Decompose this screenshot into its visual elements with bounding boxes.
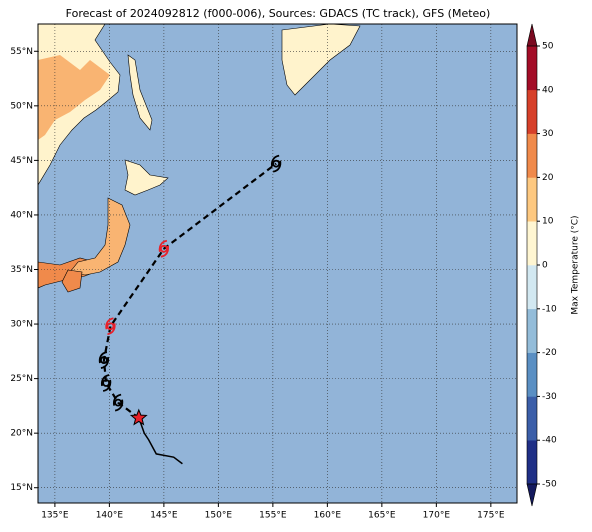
- colorbar-segment: [527, 221, 537, 266]
- colorbar-segment: [527, 308, 537, 353]
- honshu: [69, 197, 131, 276]
- colorbar-tick-label: -50: [542, 480, 557, 490]
- y-tick-label: 20°N: [10, 429, 33, 439]
- past-track: [138, 417, 183, 465]
- colorbar-tick-label: 10: [542, 217, 554, 227]
- warm-region: [38, 55, 110, 140]
- colorbar-segment: [527, 265, 537, 310]
- storm-symbol: [158, 239, 170, 258]
- colorbar-tick-label: -10: [542, 304, 557, 314]
- x-tick-label: 160°E: [314, 511, 342, 521]
- x-tick-label: 175°E: [477, 511, 505, 521]
- colorbar-segment: [527, 440, 537, 485]
- colorbar-tick-label: 40: [542, 85, 554, 95]
- y-tick-label: 40°N: [10, 210, 33, 220]
- x-tick-label: 165°E: [368, 511, 396, 521]
- y-tick-label: 35°N: [10, 265, 33, 275]
- colorbar-tick-label: -40: [542, 436, 557, 446]
- y-tick-label: 50°N: [10, 101, 33, 111]
- storm-symbol: [271, 154, 282, 173]
- colorbar-segment: [527, 89, 537, 134]
- x-tick-label: 150°E: [205, 511, 233, 521]
- y-tick-label: 45°N: [10, 156, 33, 166]
- kamchatka: [281, 24, 361, 96]
- ocean: [38, 24, 517, 503]
- map-frame: [37, 23, 518, 504]
- y-tick-label: 15°N: [10, 483, 33, 493]
- colorbar-segment: [527, 396, 537, 441]
- colorbar-segment: [527, 133, 537, 178]
- storm-symbol: [112, 393, 124, 412]
- hokkaido: [124, 159, 169, 196]
- x-tick-label: 135°E: [41, 511, 69, 521]
- colorbar-tick-label: 0: [542, 261, 548, 271]
- forecast-track: [102, 162, 277, 419]
- chart-title: Forecast of 2024092812 (f000-006), Sourc…: [66, 7, 491, 20]
- colorbar-label: Max Temperature (°C): [571, 215, 581, 314]
- colorbar-tick-label: 20: [542, 173, 554, 183]
- y-tick-label: 55°N: [10, 47, 33, 57]
- colorbar-segment: [527, 46, 537, 91]
- colorbar-tick-label: -30: [542, 392, 557, 402]
- x-tick-label: 155°E: [259, 511, 287, 521]
- storm-symbol: [105, 317, 116, 336]
- kyushu: [61, 269, 83, 293]
- y-tick-label: 25°N: [10, 374, 33, 384]
- colorbar-under: [526, 483, 538, 507]
- x-tick-label: 140°E: [96, 511, 124, 521]
- y-tick-label: 30°N: [10, 320, 33, 330]
- x-tick-label: 170°E: [423, 511, 451, 521]
- colorbar-tick-label: -20: [542, 348, 557, 358]
- colorbar-over: [526, 23, 538, 47]
- current-position: [129, 408, 148, 426]
- x-tick-label: 145°E: [150, 511, 178, 521]
- colorbar-tick-label: 30: [542, 129, 554, 139]
- storm-symbol: [100, 374, 112, 392]
- sakhalin: [127, 54, 153, 131]
- colorbar-segment: [527, 177, 537, 222]
- land: [38, 24, 361, 293]
- colorbar-tick-label: 50: [542, 42, 554, 52]
- storm-symbol: [98, 351, 110, 369]
- colorbar-segment: [527, 352, 537, 397]
